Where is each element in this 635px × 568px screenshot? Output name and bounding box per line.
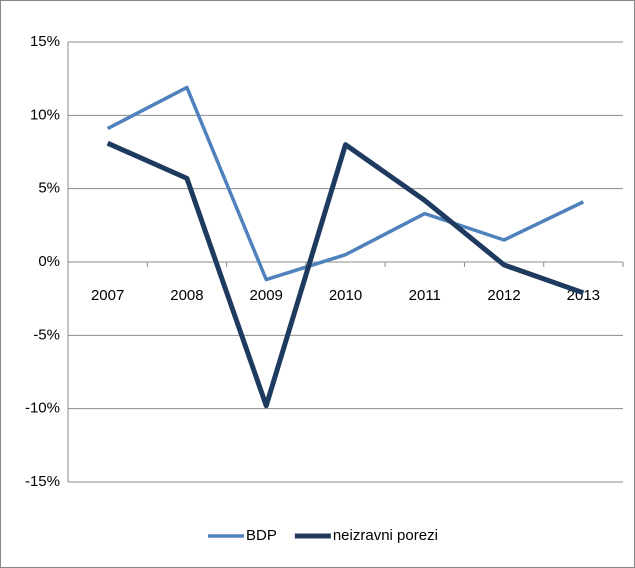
x-tick-label: 2011 — [409, 287, 441, 304]
y-tick-label: -5% — [33, 326, 60, 343]
x-tick-label: 2007 — [91, 287, 124, 304]
x-tick-label: 2008 — [170, 287, 203, 304]
y-tick-label: 15% — [30, 33, 60, 50]
y-tick-label: -15% — [25, 473, 60, 490]
x-tick-label: 2009 — [250, 287, 283, 304]
y-tick-label: 0% — [38, 253, 60, 270]
y-tick-label: -10% — [25, 400, 60, 417]
x-tick-label: 2010 — [329, 287, 362, 304]
legend-label: BDP — [246, 527, 277, 544]
y-tick-label: 10% — [30, 106, 60, 123]
series-line — [106, 85, 585, 282]
x-tick-label: 2012 — [487, 287, 520, 304]
legend-label: neizravni porezi — [333, 527, 438, 544]
series-line — [106, 140, 585, 409]
y-tick-label: 5% — [38, 180, 60, 197]
